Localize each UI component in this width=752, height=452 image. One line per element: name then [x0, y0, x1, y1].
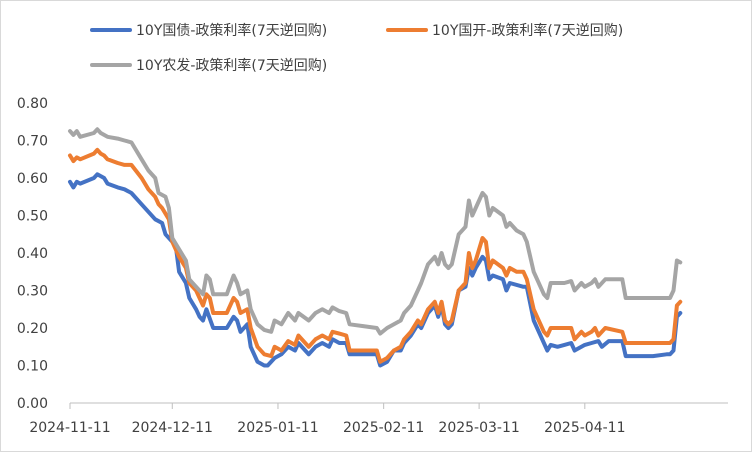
y-axis: 0.00 0.10 0.20 0.30 0.40 0.50 0.60 0.70 0.80: [17, 96, 48, 412]
legend-item-3: 10Y农发-政策利率(7天逆回购): [90, 57, 327, 74]
y-tick-label: 0.50: [17, 209, 48, 225]
legend: 10Y国债-政策利率(7天逆回购) 10Y国开-政策利率(7天逆回购) 10Y农…: [90, 22, 623, 74]
x-tick-label: 2024-11-11: [29, 420, 110, 436]
y-tick-label: 0.70: [17, 134, 48, 150]
x-tick-label: 2025-03-11: [438, 420, 519, 436]
x-tick-label: 2025-02-11: [343, 420, 424, 436]
y-tick-label: 0.10: [17, 359, 48, 375]
series-line-2: [68, 147, 683, 364]
legend-item-1: 10Y国债-政策利率(7天逆回购): [90, 22, 327, 39]
y-tick-label: 0.60: [17, 171, 48, 187]
series-line-3: [68, 127, 683, 336]
legend-item-2: 10Y国开-政策利率(7天逆回购): [386, 22, 623, 39]
y-tick-label: 0.20: [17, 321, 48, 337]
x-tick-label: 2025-01-11: [237, 420, 318, 436]
legend-label-3: 10Y农发-政策利率(7天逆回购): [136, 57, 327, 74]
x-tick-label: 2025-04-11: [544, 420, 625, 436]
x-axis: 2024-11-11 2024-12-11 2025-01-11 2025-02-11…: [29, 402, 728, 436]
y-tick-label: 0.30: [17, 284, 48, 300]
y-tick-label: 0.40: [17, 246, 48, 262]
plot-area: [68, 127, 683, 368]
x-tick-label: 2024-12-11: [132, 420, 213, 436]
legend-label-1: 10Y国债-政策利率(7天逆回购): [136, 22, 327, 39]
y-tick-label: 0.80: [17, 96, 48, 112]
y-tick-label: 0.00: [17, 396, 48, 412]
legend-label-2: 10Y国开-政策利率(7天逆回购): [432, 22, 623, 39]
